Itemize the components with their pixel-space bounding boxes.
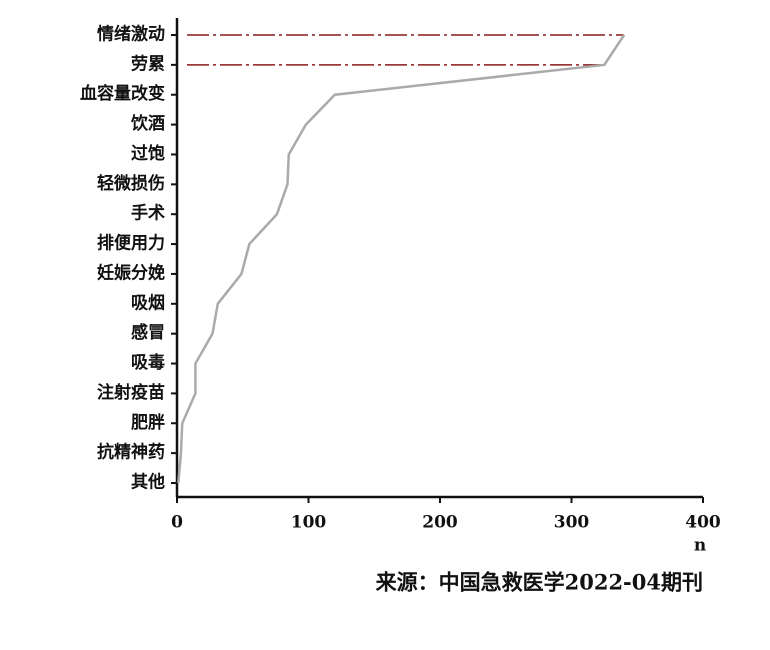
x-tick-label: 0 [171, 513, 183, 533]
y-tick-label: 饮酒 [130, 113, 165, 134]
y-tick-label: 血容量改变 [80, 83, 165, 104]
y-tick-label: 手术 [131, 203, 165, 224]
y-tick-label: 吸毒 [131, 353, 165, 373]
data-line [177, 34, 626, 484]
y-tick-label: 肥胖 [131, 412, 165, 433]
y-tick-label: 抗精神药 [97, 442, 165, 463]
y-tick-label: 吸烟 [131, 292, 165, 313]
y-tick-label: 过饱 [131, 143, 165, 164]
y-tick-label: 感冒 [131, 322, 165, 343]
x-tick-label: 400 [685, 513, 721, 533]
source-note: 来源：中国急救医学2022-04期刊 [376, 570, 703, 595]
y-tick-label: 劳累 [131, 53, 165, 74]
y-tick-label: 排便用力 [97, 233, 165, 254]
x-tick-label: 300 [554, 513, 590, 533]
y-tick-label: 注射疫苗 [97, 382, 165, 403]
x-tick-label: 100 [291, 513, 327, 533]
y-tick-label: 轻微损伤 [97, 173, 165, 194]
y-tick-label: 其他 [131, 472, 165, 493]
x-axis-label: n [694, 536, 706, 556]
y-tick-label: 妊娠分娩 [97, 262, 165, 283]
y-tick-label: 情绪激动 [97, 24, 165, 45]
x-tick-label: 200 [422, 513, 458, 533]
